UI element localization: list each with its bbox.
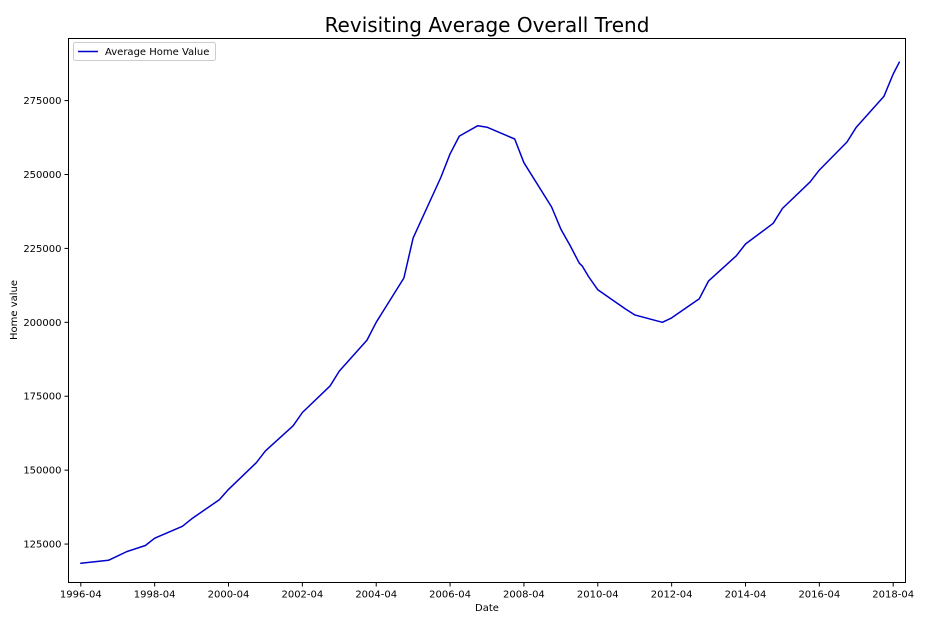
x-tick-label: 1996-04	[60, 590, 102, 601]
y-tick-label: 200000	[23, 318, 61, 329]
y-axis-ticks: 125000 150000 175000 200000 225000 250000 2750…	[23, 96, 69, 551]
y-tick-label: 125000	[23, 540, 61, 551]
y-tick-label: 250000	[23, 170, 61, 181]
legend: Average Home Value	[73, 42, 216, 61]
x-axis-ticks: 1996-04 1998-04 2000-04 2002-04 2004-04 2006-…	[60, 582, 914, 601]
x-tick-label: 2000-04	[208, 590, 250, 601]
x-tick-label: 2014-04	[725, 590, 767, 601]
y-tick-label: 150000	[23, 466, 61, 477]
y-tick-label: 275000	[23, 96, 61, 107]
plot-area-frame	[68, 38, 906, 583]
x-tick-label: 2008-04	[503, 590, 545, 601]
x-tick-label: 1998-04	[134, 590, 176, 601]
x-tick-label: 2002-04	[281, 590, 323, 601]
x-tick-label: 2016-04	[798, 590, 840, 601]
y-axis-label: Home value	[9, 280, 20, 340]
x-tick-label: 2018-04	[872, 590, 914, 601]
legend-label-average-home-value: Average Home Value	[105, 47, 209, 58]
x-tick-label: 2010-04	[577, 590, 619, 601]
x-axis-label: Date	[475, 603, 499, 614]
series-line-average-home-value	[80, 61, 901, 565]
x-tick-label: 2004-04	[355, 590, 397, 601]
y-tick-label: 175000	[23, 392, 61, 403]
chart-title: Revisiting Average Overall Trend	[325, 13, 650, 37]
x-tick-label: 2006-04	[429, 590, 471, 601]
legend-box	[73, 42, 216, 61]
x-tick-label: 2012-04	[651, 590, 693, 601]
y-tick-label: 225000	[23, 244, 61, 255]
